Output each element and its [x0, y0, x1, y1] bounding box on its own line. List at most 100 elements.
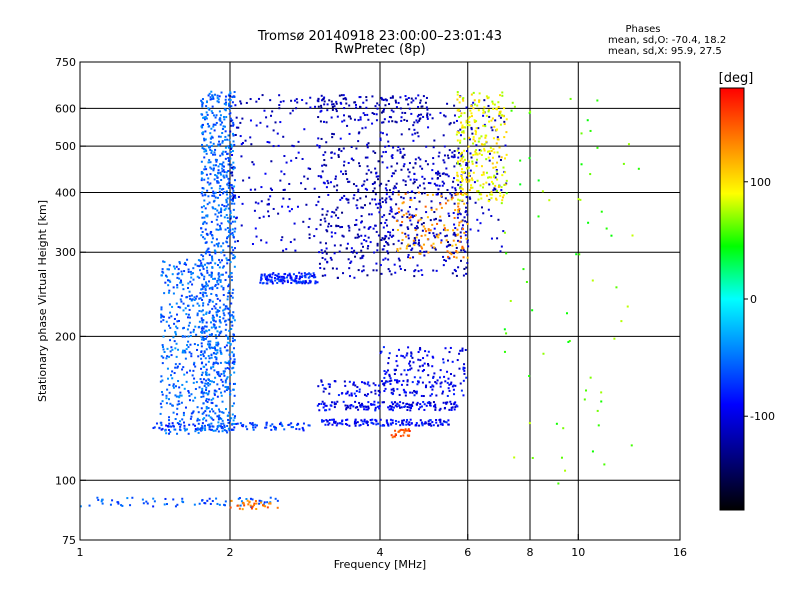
data-point — [457, 205, 460, 208]
data-point — [219, 163, 222, 166]
data-point — [234, 194, 237, 197]
data-point — [265, 282, 268, 285]
data-point — [419, 165, 422, 168]
data-point — [358, 131, 361, 134]
data-point — [179, 306, 182, 309]
data-point — [211, 257, 214, 260]
data-point — [384, 150, 387, 153]
data-point — [307, 226, 310, 229]
data-point — [489, 146, 492, 149]
data-point — [217, 371, 220, 374]
data-point — [347, 258, 350, 261]
data-point — [416, 226, 419, 229]
data-point — [317, 97, 320, 100]
data-point — [221, 273, 224, 276]
y-tick-label-2: 200 — [55, 330, 76, 343]
data-point — [447, 377, 450, 380]
data-point — [384, 98, 387, 101]
data-point — [411, 391, 414, 394]
data-point — [428, 381, 431, 384]
data-point — [406, 379, 409, 382]
data-point — [430, 206, 433, 209]
y-tick-label-4: 400 — [55, 186, 76, 199]
data-point — [421, 247, 424, 250]
data-point — [205, 389, 208, 392]
data-point — [380, 239, 383, 242]
data-point — [302, 429, 305, 432]
data-point — [233, 143, 236, 146]
data-point — [397, 190, 400, 193]
data-point — [425, 404, 428, 407]
data-point — [315, 204, 318, 207]
data-point — [483, 147, 486, 150]
data-point — [569, 97, 572, 100]
data-point — [337, 216, 340, 219]
data-point — [319, 241, 322, 244]
data-point — [385, 201, 388, 204]
data-point — [357, 188, 360, 191]
data-point — [188, 351, 191, 354]
data-point — [430, 424, 433, 427]
stats-line-x: mean, sd,X: 95.9, 27.5 — [608, 46, 722, 57]
data-point — [363, 114, 366, 117]
data-point — [201, 293, 204, 296]
data-point — [395, 101, 398, 104]
data-point — [377, 389, 380, 392]
data-point — [407, 253, 410, 256]
data-point — [444, 347, 447, 350]
data-point — [217, 169, 220, 172]
data-point — [190, 276, 193, 279]
data-point — [255, 502, 258, 505]
data-point — [266, 277, 269, 280]
data-point — [404, 95, 407, 98]
data-point — [251, 422, 254, 425]
data-point — [391, 193, 394, 196]
data-point — [446, 102, 449, 105]
data-point — [510, 109, 513, 112]
data-point — [204, 427, 207, 430]
data-point — [462, 274, 465, 277]
data-point — [269, 99, 272, 102]
data-point — [388, 352, 391, 355]
data-point — [254, 423, 257, 426]
data-point — [346, 178, 349, 181]
data-point — [398, 265, 401, 268]
data-point — [210, 333, 213, 336]
data-point — [200, 172, 203, 175]
data-point — [233, 230, 236, 233]
data-point — [389, 231, 392, 234]
data-point — [233, 360, 236, 363]
data-point — [189, 316, 192, 319]
data-point — [226, 227, 229, 230]
data-point — [301, 426, 304, 429]
data-point — [219, 321, 222, 324]
data-point — [389, 96, 392, 99]
data-point — [314, 281, 317, 284]
data-point — [392, 234, 395, 237]
data-point — [219, 261, 222, 264]
data-point — [303, 272, 306, 275]
data-point — [485, 140, 488, 143]
data-point — [288, 210, 291, 213]
data-point — [487, 109, 490, 112]
data-point — [482, 173, 485, 176]
data-point — [297, 140, 300, 143]
data-point — [193, 377, 196, 380]
data-point — [211, 307, 214, 310]
data-point — [231, 292, 234, 295]
data-point — [385, 224, 388, 227]
data-point — [212, 323, 215, 326]
data-point — [204, 252, 207, 255]
data-point — [204, 165, 207, 168]
data-point — [217, 171, 220, 174]
data-point — [212, 190, 215, 193]
data-point — [152, 505, 155, 508]
data-point — [442, 420, 445, 423]
data-point — [330, 116, 333, 119]
data-point — [371, 183, 374, 186]
data-point — [174, 505, 177, 508]
data-point — [249, 98, 252, 101]
data-point — [391, 403, 394, 406]
data-point — [191, 272, 194, 275]
data-point — [488, 183, 491, 186]
